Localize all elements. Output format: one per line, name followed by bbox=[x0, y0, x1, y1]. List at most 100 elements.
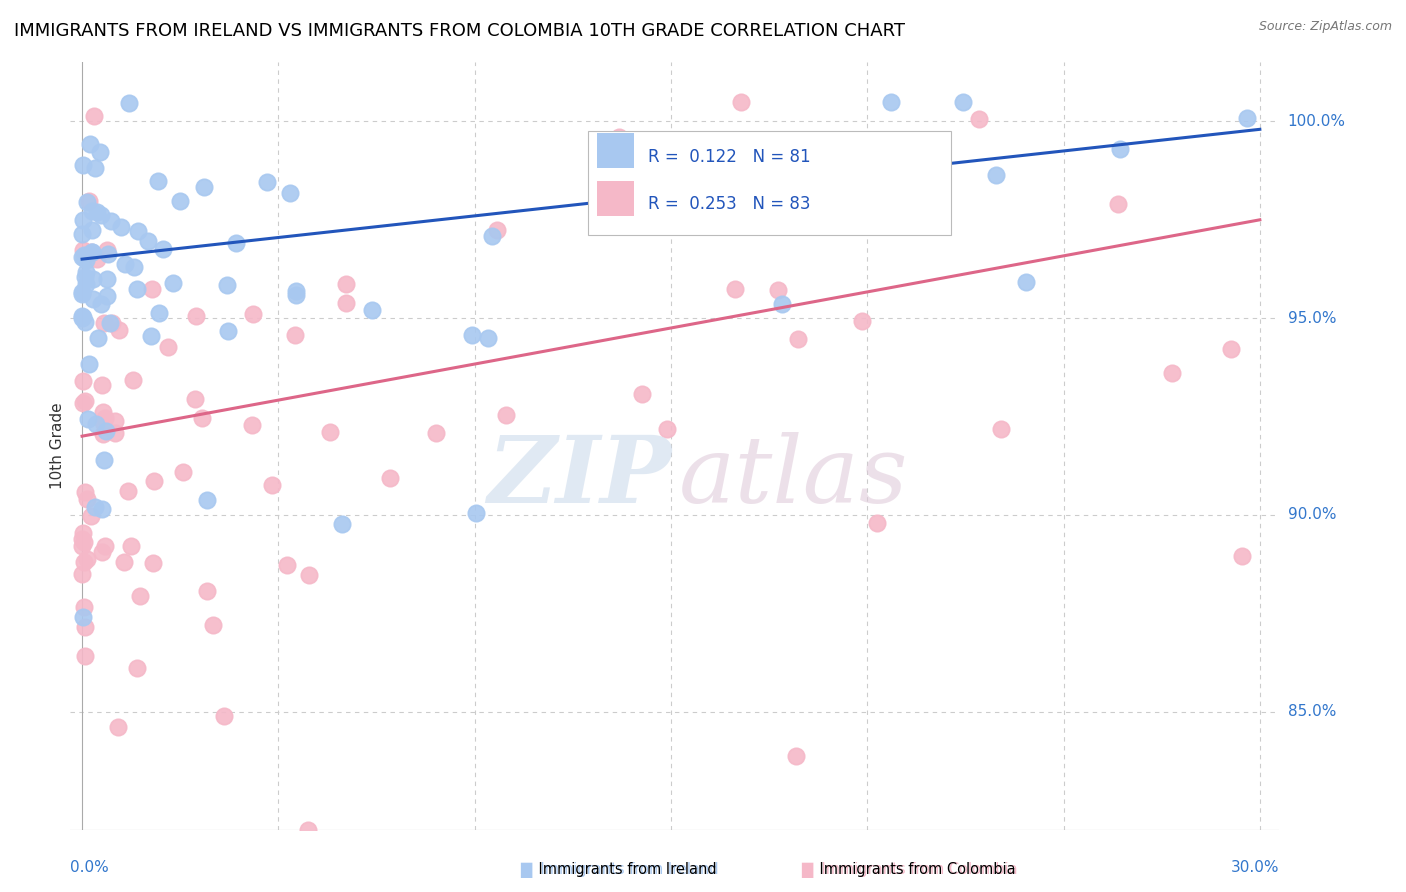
Point bbox=[82, 223, 104, 237]
Point bbox=[298, 567, 321, 582]
Point bbox=[100, 214, 122, 228]
Text: Source: ZipAtlas.com: Source: ZipAtlas.com bbox=[1258, 20, 1392, 33]
Point bbox=[730, 95, 752, 109]
Point bbox=[335, 277, 357, 292]
Point bbox=[607, 129, 630, 144]
Point bbox=[70, 566, 93, 581]
Point bbox=[477, 331, 499, 345]
Point bbox=[770, 297, 793, 311]
Text: R =  0.122   N = 81: R = 0.122 N = 81 bbox=[648, 148, 811, 166]
Point bbox=[1015, 275, 1038, 289]
Point bbox=[1109, 142, 1132, 156]
FancyBboxPatch shape bbox=[598, 133, 634, 168]
Point bbox=[91, 427, 114, 442]
Text: IMMIGRANTS FROM IRELAND VS IMMIGRANTS FROM COLOMBIA 10TH GRADE CORRELATION CHART: IMMIGRANTS FROM IRELAND VS IMMIGRANTS FR… bbox=[14, 22, 905, 40]
Point bbox=[201, 618, 224, 632]
Point bbox=[651, 189, 673, 203]
Point bbox=[82, 271, 104, 285]
Point bbox=[125, 282, 148, 296]
Text: ZIP: ZIP bbox=[486, 432, 671, 522]
Point bbox=[104, 414, 127, 428]
Point bbox=[84, 500, 107, 515]
Point bbox=[91, 502, 114, 516]
Point bbox=[86, 252, 108, 266]
Point bbox=[256, 175, 278, 189]
Point bbox=[80, 245, 103, 260]
Point bbox=[465, 506, 488, 520]
Point bbox=[986, 168, 1008, 182]
Point bbox=[70, 310, 93, 324]
Point bbox=[76, 492, 98, 507]
Text: 30.0%: 30.0% bbox=[1232, 860, 1279, 875]
Point bbox=[335, 296, 357, 310]
Point bbox=[86, 205, 108, 219]
Text: Immigrants from Ireland: Immigrants from Ireland bbox=[520, 863, 717, 877]
Point bbox=[101, 316, 124, 330]
Text: █  Immigrants from Ireland: █ Immigrants from Ireland bbox=[520, 862, 718, 878]
Point bbox=[89, 145, 111, 159]
Text: 85.0%: 85.0% bbox=[1288, 704, 1336, 719]
Point bbox=[72, 555, 94, 569]
Point bbox=[79, 136, 101, 151]
Point bbox=[72, 310, 94, 324]
Point bbox=[142, 474, 165, 488]
Point bbox=[655, 422, 678, 436]
Point bbox=[184, 310, 207, 324]
Point bbox=[142, 556, 165, 570]
Point bbox=[70, 287, 93, 301]
Point bbox=[72, 396, 94, 410]
Text: 95.0%: 95.0% bbox=[1288, 310, 1336, 326]
Point bbox=[190, 410, 212, 425]
Point bbox=[141, 282, 163, 296]
Point bbox=[70, 311, 93, 326]
Point bbox=[332, 517, 354, 532]
Point bbox=[94, 411, 117, 425]
Point bbox=[212, 709, 235, 723]
Point bbox=[720, 193, 742, 207]
Point bbox=[91, 415, 114, 429]
Point bbox=[122, 373, 145, 387]
Point bbox=[785, 748, 807, 763]
Point bbox=[485, 223, 508, 237]
Point bbox=[183, 392, 205, 406]
Point bbox=[77, 412, 100, 426]
Point bbox=[91, 405, 114, 419]
Point bbox=[93, 453, 115, 467]
Point bbox=[242, 307, 264, 321]
Point bbox=[82, 292, 104, 306]
Point bbox=[1107, 197, 1129, 211]
Point bbox=[1219, 343, 1241, 357]
Point bbox=[75, 252, 97, 267]
Point bbox=[72, 610, 94, 624]
Point bbox=[93, 317, 115, 331]
Point bbox=[72, 158, 94, 172]
Point bbox=[193, 179, 215, 194]
Point bbox=[120, 539, 142, 553]
Point bbox=[96, 243, 118, 257]
Text: █  Immigrants from Colombia: █ Immigrants from Colombia bbox=[801, 862, 1018, 878]
Point bbox=[136, 234, 159, 248]
Point bbox=[952, 95, 974, 109]
Point bbox=[285, 284, 308, 298]
Point bbox=[73, 600, 96, 615]
Point bbox=[96, 272, 118, 286]
Point bbox=[72, 248, 94, 262]
Point bbox=[84, 417, 107, 431]
Point bbox=[1161, 366, 1184, 380]
Point bbox=[80, 509, 103, 524]
Point bbox=[76, 194, 98, 209]
Point bbox=[96, 289, 118, 303]
Point bbox=[90, 296, 112, 310]
Point bbox=[162, 276, 184, 290]
Text: Immigrants from Colombia: Immigrants from Colombia bbox=[801, 863, 1017, 877]
Point bbox=[72, 525, 94, 540]
Point bbox=[125, 661, 148, 675]
Point bbox=[83, 109, 105, 123]
Text: 90.0%: 90.0% bbox=[1288, 508, 1336, 523]
Point bbox=[787, 333, 810, 347]
Point bbox=[361, 302, 384, 317]
Point bbox=[169, 194, 191, 208]
Point bbox=[990, 422, 1012, 436]
Point bbox=[112, 555, 135, 569]
Point bbox=[75, 394, 97, 409]
